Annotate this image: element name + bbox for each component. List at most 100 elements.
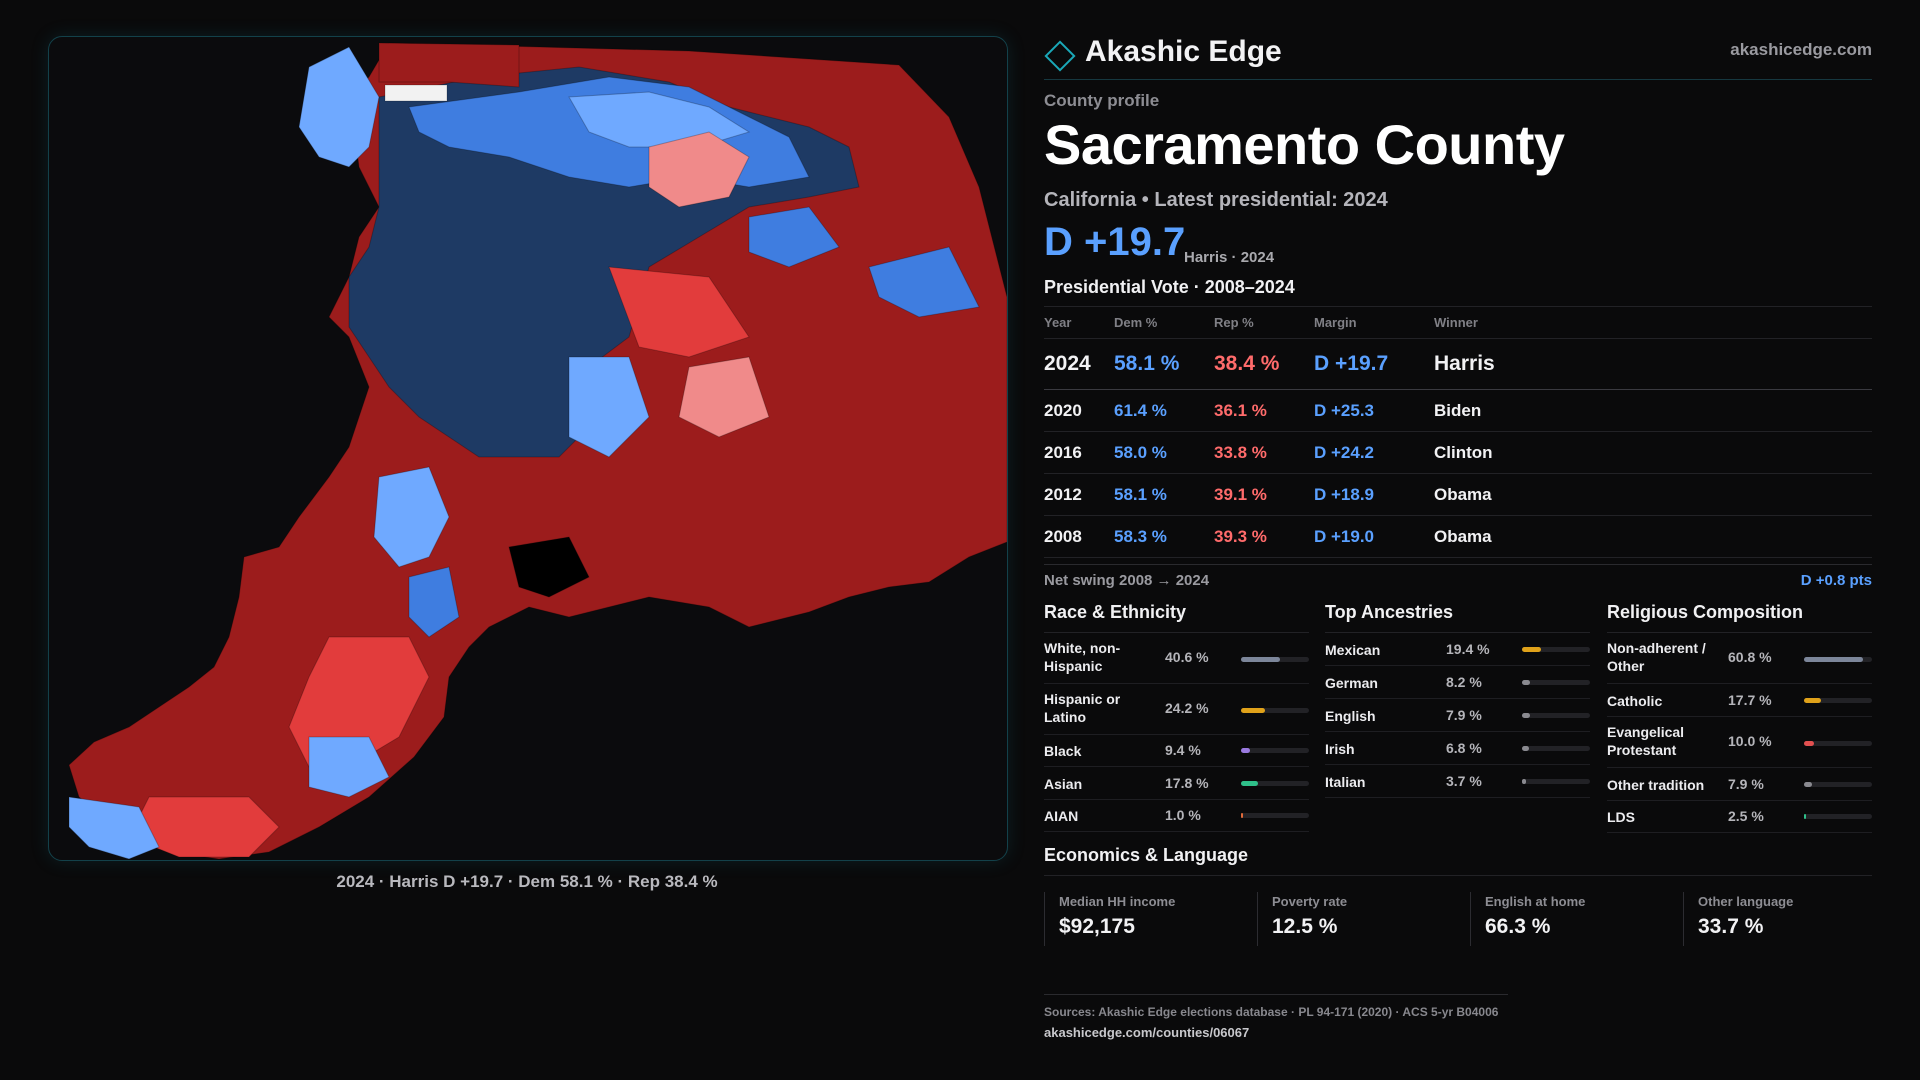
east-wedge-likely-r[interactable]	[608, 266, 750, 358]
religion-section-title: Religious Composition	[1607, 600, 1872, 633]
religion-section: Religious Composition Non-adherent / Oth…	[1607, 600, 1872, 833]
ancestry-section: Top Ancestries Mexican 19.4 % German 8.2…	[1325, 600, 1590, 798]
county-precinct-map[interactable]	[48, 36, 1008, 861]
econ-label: Median HH income	[1059, 894, 1176, 909]
brand[interactable]: Akashic Edge	[1044, 32, 1282, 72]
ancestry-pct: 8.2 %	[1446, 674, 1482, 690]
cell-winner: Harris	[1434, 352, 1495, 375]
religion-label: Evangelical Protestant	[1607, 724, 1685, 758]
northwest-tract-lean-d[interactable]	[298, 46, 380, 168]
ancestry-bar-fill	[1522, 713, 1530, 718]
ancestry-label: Mexican	[1325, 642, 1381, 658]
ancestry-bar	[1522, 779, 1590, 784]
table-row: 2012 58.1 % 39.1 % D +18.9 Obama	[1044, 474, 1872, 516]
ancestry-pct: 19.4 %	[1446, 641, 1490, 657]
race-bar-fill	[1241, 708, 1265, 713]
header-divider	[1044, 79, 1872, 80]
religion-pct: 7.9 %	[1728, 776, 1764, 792]
col-dem: Dem %	[1114, 315, 1158, 330]
cell-rep: 36.1 %	[1214, 401, 1267, 420]
ancestry-pct: 6.8 %	[1446, 740, 1482, 756]
east-suburb-likely-d[interactable]	[748, 206, 840, 268]
cell-rep: 39.1 %	[1214, 485, 1267, 504]
county-subline: California • Latest presidential: 2024	[1044, 189, 1388, 211]
southeast-suburb-lean-d[interactable]	[568, 356, 650, 458]
no-data-tract[interactable]	[384, 84, 448, 102]
religion-pct: 60.8 %	[1728, 649, 1772, 665]
north-tract-lean-r[interactable]	[648, 131, 750, 208]
cell-year: 2012	[1044, 485, 1082, 504]
race-pct: 24.2 %	[1165, 700, 1209, 716]
ancestry-bar	[1522, 746, 1590, 751]
swing-value: D +0.8 pts	[1800, 572, 1872, 589]
econ-card-other-language: Other language 33.7 %	[1683, 892, 1879, 946]
econ-value: $92,175	[1059, 915, 1135, 938]
religion-bar-fill	[1804, 741, 1814, 746]
diamond-icon	[1044, 40, 1076, 72]
north-strip-safe-r[interactable]	[378, 42, 520, 88]
vote-table-header: Year Dem % Rep % Margin Winner	[1044, 306, 1872, 339]
race-label: Asian	[1044, 776, 1083, 792]
cell-margin: D +18.9	[1314, 485, 1375, 504]
footer-divider	[1044, 994, 1508, 995]
econ-label: Poverty rate	[1272, 894, 1348, 909]
ancestry-bar-fill	[1522, 746, 1529, 751]
cell-winner: Obama	[1434, 485, 1492, 504]
brand-url-link[interactable]: akashicedge.com	[1730, 40, 1872, 59]
religion-bar	[1804, 698, 1872, 703]
ancestry-row: Mexican 19.4 %	[1325, 633, 1590, 666]
cell-margin: D +24.2	[1314, 443, 1375, 462]
ancestry-label: Irish	[1325, 741, 1355, 757]
race-pct: 1.0 %	[1165, 807, 1201, 823]
swing-label: Net swing 2008 → 2024	[1044, 572, 1210, 589]
cell-dem: 58.1 %	[1114, 485, 1167, 504]
religion-bar	[1804, 741, 1872, 746]
vote-table: Year Dem % Rep % Margin Winner 2024 58.1…	[1044, 306, 1872, 558]
race-bar	[1241, 781, 1309, 786]
col-rep: Rep %	[1214, 315, 1254, 330]
ancestry-bar	[1522, 713, 1590, 718]
cell-winner: Obama	[1434, 527, 1492, 546]
religion-row: Non-adherent / Other 60.8 %	[1607, 633, 1872, 684]
religion-bar-fill	[1804, 814, 1806, 819]
map-svg	[68, 42, 1007, 860]
cell-year: 2024	[1044, 352, 1091, 375]
cell-rep: 33.8 %	[1214, 443, 1267, 462]
race-row: Black 9.4 %	[1044, 735, 1309, 767]
delta-corridor-likely-d[interactable]	[408, 566, 460, 638]
econ-label: English at home	[1485, 894, 1586, 909]
econ-value: 33.7 %	[1698, 915, 1764, 938]
headline-margin-note: Harris · 2024	[1184, 249, 1275, 266]
race-label: Hispanic or Latino	[1044, 691, 1121, 725]
ancestry-bar-fill	[1522, 779, 1526, 784]
eastern-enclave-likely-d[interactable]	[868, 246, 980, 318]
cell-dem: 61.4 %	[1114, 401, 1167, 420]
race-pct: 9.4 %	[1165, 742, 1201, 758]
cell-year: 2020	[1044, 401, 1082, 420]
southwest-tip-lean-d[interactable]	[68, 796, 160, 860]
cell-year: 2016	[1044, 443, 1082, 462]
county-url-link[interactable]: akashicedge.com/counties/06067	[1044, 1025, 1250, 1040]
page-title: Sacramento County	[1044, 113, 1565, 176]
cell-dem: 58.3 %	[1114, 527, 1167, 546]
ancestry-section-title: Top Ancestries	[1325, 600, 1590, 633]
race-row: Asian 17.8 %	[1044, 767, 1309, 800]
water-body[interactable]	[508, 536, 590, 598]
ancestry-label: Italian	[1325, 774, 1366, 790]
religion-label: LDS	[1607, 809, 1635, 825]
ancestry-bar-fill	[1522, 647, 1541, 652]
headline-margin: D +19.7	[1044, 220, 1186, 264]
ancestry-row: German 8.2 %	[1325, 666, 1590, 699]
delta-corridor-lean-d[interactable]	[373, 466, 450, 568]
religion-label: Non-adherent / Other	[1607, 640, 1706, 674]
cell-winner: Biden	[1434, 401, 1482, 420]
econ-card-english: English at home 66.3 %	[1470, 892, 1666, 946]
col-winner: Winner	[1434, 315, 1478, 330]
race-bar	[1241, 708, 1309, 713]
south-delta-lean-d[interactable]	[308, 736, 390, 798]
east-wedge-lean-r[interactable]	[678, 356, 770, 438]
economics-divider	[1044, 875, 1872, 876]
race-label: Black	[1044, 743, 1082, 759]
religion-pct: 2.5 %	[1728, 808, 1764, 824]
ancestry-bar	[1522, 647, 1590, 652]
